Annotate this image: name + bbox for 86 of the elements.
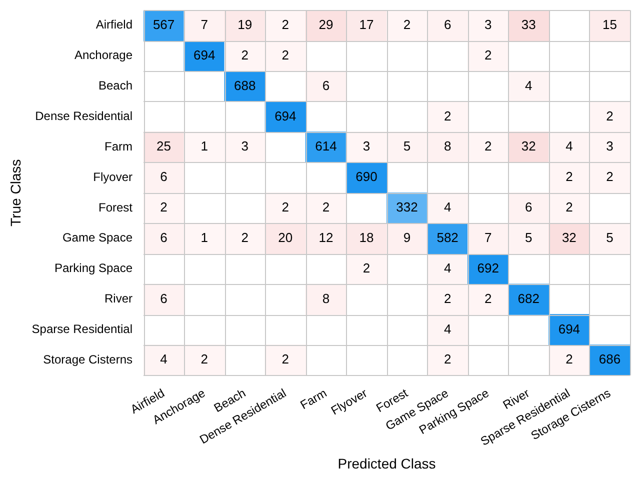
data-label: 6: [160, 169, 168, 184]
x-tick-label: Farm: [298, 386, 330, 412]
data-label: 2: [484, 47, 492, 62]
data-label: 2: [566, 200, 573, 215]
data-label: 692: [477, 260, 499, 276]
y-tick-label: Game Space: [62, 230, 133, 245]
data-label: 5: [606, 230, 614, 246]
data-label: 25: [156, 138, 172, 154]
y-tick-label: Beach: [98, 78, 133, 93]
data-label: 4: [444, 200, 452, 215]
y-tick-label: Flyover: [93, 170, 133, 184]
data-label: 1: [200, 138, 208, 154]
data-label: 2: [566, 169, 573, 184]
data-label: 694: [193, 47, 216, 62]
data-label: 18: [359, 230, 374, 246]
y-tick-label: Storage Cisterns: [43, 352, 133, 366]
data-label: 2: [282, 16, 290, 32]
data-label: 2: [403, 16, 411, 32]
y-tick-label: Airfield: [96, 18, 133, 32]
data-label: 4: [160, 352, 168, 367]
data-label: 567: [152, 16, 175, 32]
data-label: 2: [444, 290, 452, 306]
data-label: 582: [436, 230, 458, 246]
data-label: 686: [598, 352, 621, 367]
y-axis-title: True Class: [7, 159, 24, 226]
data-label: 6: [160, 290, 168, 306]
data-label: 6: [160, 230, 168, 246]
data-label: 688: [234, 78, 256, 93]
y-tick-label: Parking Space: [54, 261, 133, 276]
data-label: 5: [403, 138, 411, 154]
data-label: 1: [200, 230, 208, 246]
data-label: 2: [241, 230, 248, 246]
y-tick-label: Farm: [104, 139, 133, 154]
data-label: 8: [444, 138, 452, 154]
data-label: 7: [484, 230, 492, 246]
data-label: 32: [562, 230, 576, 246]
data-label: 15: [602, 16, 617, 32]
data-label: 5: [525, 230, 532, 246]
data-label: 2: [444, 108, 452, 124]
data-label: 19: [238, 16, 252, 32]
data-label: 4: [525, 78, 532, 93]
y-tick-label: Sparse Residential: [32, 322, 133, 336]
data-label: 33: [521, 16, 536, 32]
data-label: 3: [241, 138, 248, 154]
data-label: 6: [444, 16, 452, 32]
data-label: 2: [566, 352, 573, 367]
data-label: 2: [444, 352, 452, 367]
data-label: 3: [606, 138, 614, 154]
data-label: 2: [484, 290, 492, 306]
data-label: 4: [566, 138, 573, 154]
data-label: 2: [241, 47, 248, 62]
data-label: 2: [322, 200, 330, 215]
y-tick-label: Dense Residential: [35, 109, 133, 124]
data-label: 2: [160, 200, 168, 215]
y-tick-label: Anchorage: [74, 48, 133, 62]
data-label: 2: [282, 47, 290, 62]
data-label: 6: [322, 78, 330, 93]
data-label: 17: [359, 16, 374, 32]
data-label: 6: [525, 200, 532, 215]
data-label: 32: [521, 138, 536, 154]
data-label: 9: [403, 230, 411, 246]
data-label: 694: [274, 108, 296, 124]
data-label: 2: [606, 169, 614, 184]
data-label: 29: [318, 16, 334, 32]
data-label: 2: [282, 352, 290, 367]
data-label: 4: [444, 260, 452, 276]
data-label: 4: [444, 321, 452, 336]
data-label: 3: [484, 16, 492, 32]
data-label: 2: [282, 200, 290, 215]
data-label: 3: [362, 138, 370, 154]
data-label: 682: [518, 290, 540, 306]
data-label: 694: [558, 321, 580, 336]
data-label: 2: [484, 138, 492, 154]
y-tick-label: River: [104, 292, 133, 306]
data-label: 20: [278, 230, 293, 246]
data-label: 2: [606, 108, 614, 124]
data-label: 332: [396, 200, 418, 215]
data-label: 7: [200, 16, 208, 32]
data-label: 2: [200, 352, 208, 367]
data-label: 8: [322, 290, 330, 306]
data-label: 614: [315, 138, 337, 154]
data-label: 12: [318, 230, 334, 246]
data-label: 2: [362, 260, 370, 276]
x-axis-title: Predicted Class: [338, 455, 436, 472]
data-label: 690: [356, 169, 378, 184]
y-tick-label: Forest: [98, 200, 134, 214]
